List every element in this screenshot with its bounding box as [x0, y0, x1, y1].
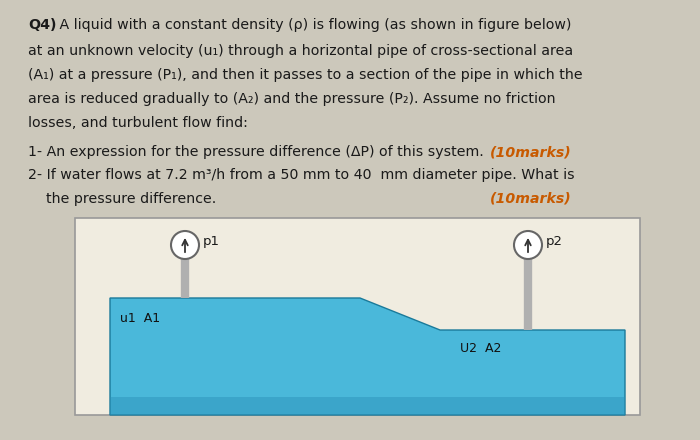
Text: A liquid with a constant density (ρ) is flowing (as shown in figure below): A liquid with a constant density (ρ) is …: [55, 18, 571, 32]
Text: p1: p1: [203, 235, 220, 247]
Text: (A₁) at a pressure (P₁), and then it passes to a section of the pipe in which th: (A₁) at a pressure (P₁), and then it pas…: [28, 68, 582, 82]
Polygon shape: [110, 298, 625, 415]
Text: Q4): Q4): [28, 18, 57, 32]
Text: area is reduced gradually to (A₂) and the pressure (P₂). Assume no friction: area is reduced gradually to (A₂) and th…: [28, 92, 556, 106]
Text: p2: p2: [546, 235, 563, 247]
Bar: [75, 218, 640, 415]
Polygon shape: [110, 397, 625, 415]
Text: the pressure difference.: the pressure difference.: [28, 192, 216, 206]
Text: (10marks): (10marks): [490, 145, 572, 159]
Text: 2- If water flows at 7.2 m³/h from a 50 mm to 40  mm diameter pipe. What is: 2- If water flows at 7.2 m³/h from a 50 …: [28, 168, 575, 182]
Text: losses, and turbulent flow find:: losses, and turbulent flow find:: [28, 116, 248, 130]
Text: at an unknown velocity (u₁) through a horizontal pipe of cross-sectional area: at an unknown velocity (u₁) through a ho…: [28, 44, 573, 58]
Text: (10marks): (10marks): [490, 192, 572, 206]
Circle shape: [514, 231, 542, 259]
Text: u1  A1: u1 A1: [120, 312, 160, 324]
Text: U2  A2: U2 A2: [460, 341, 501, 355]
Circle shape: [171, 231, 199, 259]
Text: 1- An expression for the pressure difference (ΔP) of this system.: 1- An expression for the pressure differ…: [28, 145, 484, 159]
